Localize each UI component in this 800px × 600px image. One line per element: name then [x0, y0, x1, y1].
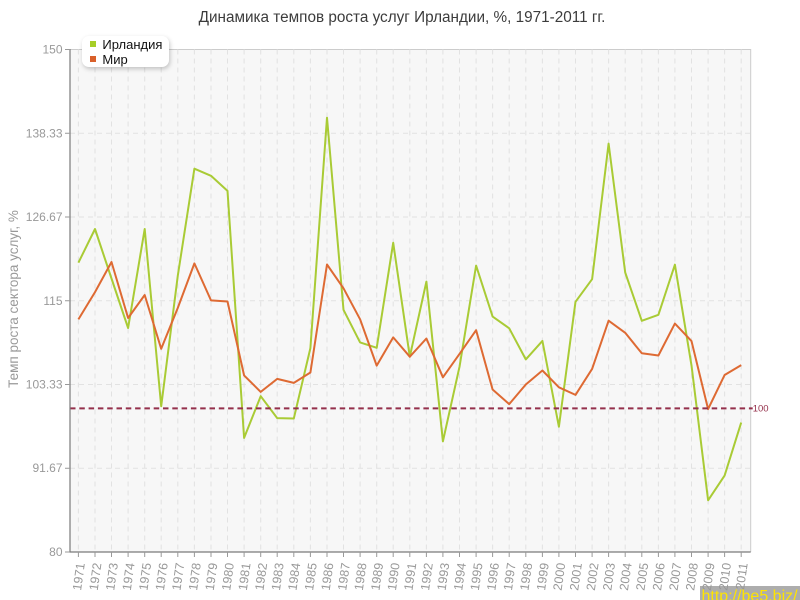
svg-text:1978: 1978 [186, 562, 204, 592]
svg-text:1996: 1996 [484, 562, 502, 592]
svg-text:2003: 2003 [600, 562, 618, 592]
svg-text:1986: 1986 [319, 562, 337, 592]
svg-text:1984: 1984 [286, 562, 304, 592]
svg-text:91.67: 91.67 [32, 461, 62, 475]
svg-text:1971: 1971 [70, 562, 88, 592]
svg-text:1995: 1995 [468, 562, 486, 592]
svg-text:2005: 2005 [634, 562, 652, 592]
svg-text:1997: 1997 [501, 562, 519, 592]
svg-text:138.33: 138.33 [26, 126, 63, 140]
svg-text:1989: 1989 [368, 562, 386, 592]
svg-text:Темп роста сектора услуг, %: Темп роста сектора услуг, % [6, 210, 21, 388]
svg-text:1973: 1973 [103, 562, 121, 592]
svg-text:1976: 1976 [153, 562, 171, 592]
svg-text:80: 80 [49, 545, 63, 559]
svg-text:2001: 2001 [567, 562, 585, 592]
svg-text:1993: 1993 [435, 562, 453, 592]
svg-text:1987: 1987 [335, 562, 353, 592]
svg-text:1998: 1998 [518, 562, 536, 592]
svg-text:1994: 1994 [451, 562, 469, 592]
svg-text:1991: 1991 [402, 562, 420, 592]
svg-text:2011: 2011 [733, 562, 751, 591]
svg-text:2009: 2009 [700, 562, 718, 592]
svg-text:126.67: 126.67 [26, 210, 63, 224]
svg-text:1990: 1990 [385, 562, 403, 592]
svg-text:100: 100 [753, 403, 769, 414]
svg-text:Динамика темпов роста услуг Ир: Динамика темпов роста услуг Ирландии, %,… [199, 9, 606, 26]
svg-text:1983: 1983 [269, 562, 287, 592]
svg-text:1988: 1988 [352, 562, 370, 592]
svg-text:2010: 2010 [716, 562, 734, 592]
svg-text:150: 150 [42, 43, 62, 57]
svg-text:1999: 1999 [534, 562, 552, 592]
svg-text:1981: 1981 [236, 562, 254, 592]
svg-text:2000: 2000 [551, 562, 569, 592]
svg-text:115: 115 [43, 294, 62, 308]
svg-text:2004: 2004 [617, 562, 635, 592]
svg-text:1979: 1979 [203, 562, 221, 592]
svg-text:103.33: 103.33 [26, 378, 63, 392]
svg-text:1982: 1982 [252, 562, 270, 592]
svg-text:1992: 1992 [418, 562, 436, 592]
svg-text:2002: 2002 [584, 562, 602, 592]
svg-text:1975: 1975 [136, 562, 154, 592]
svg-text:2007: 2007 [667, 562, 685, 592]
svg-text:1972: 1972 [87, 562, 105, 592]
svg-text:2006: 2006 [650, 562, 668, 592]
svg-text:1977: 1977 [170, 562, 188, 592]
svg-text:1974: 1974 [120, 562, 138, 592]
svg-text:2008: 2008 [683, 562, 701, 592]
svg-text:1980: 1980 [219, 562, 237, 592]
svg-text:1985: 1985 [302, 562, 320, 592]
